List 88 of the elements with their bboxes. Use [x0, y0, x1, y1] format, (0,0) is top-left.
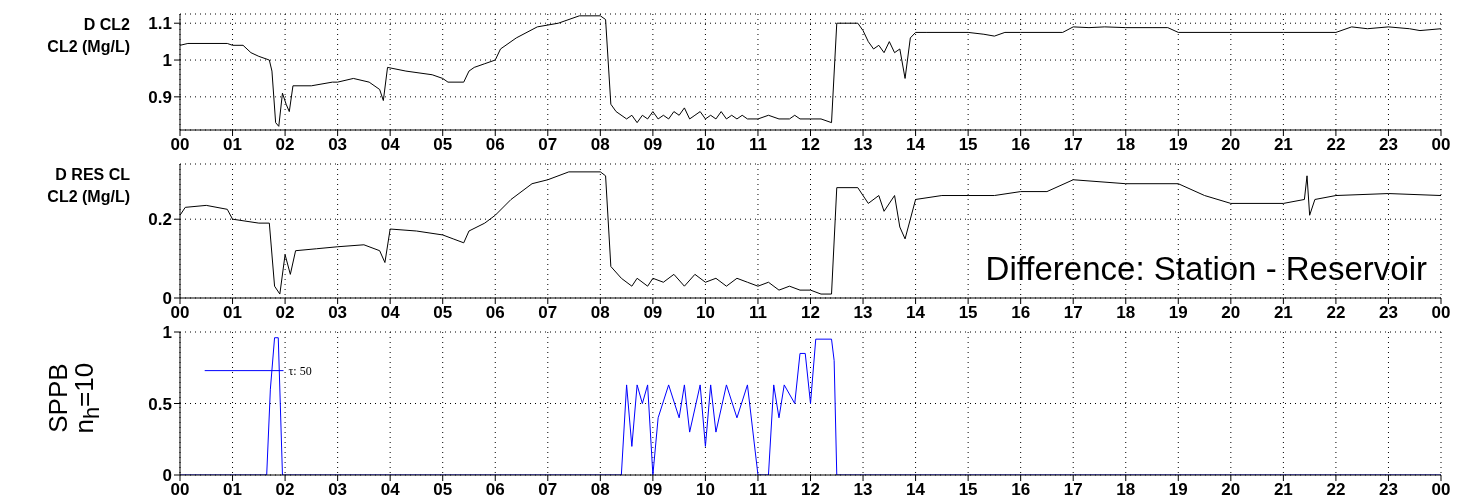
x-tick-label: 00 [1431, 480, 1451, 500]
x-tick-label: 10 [695, 480, 715, 500]
x-tick-label: 06 [485, 135, 505, 155]
x-tick-label: 00 [1431, 303, 1451, 323]
x-tick-label: 15 [958, 303, 978, 323]
x-tick-label: 09 [643, 303, 663, 323]
x-tick-label: 13 [853, 135, 873, 155]
x-tick-label: 17 [1063, 480, 1083, 500]
x-tick-label: 15 [958, 135, 978, 155]
x-tick-label: 21 [1273, 135, 1293, 155]
x-tick-label: 04 [380, 303, 401, 323]
y-tick-label: 0.2 [148, 210, 172, 230]
x-tick-label: 19 [1168, 135, 1188, 155]
x-tick-label: 07 [538, 303, 558, 323]
x-tick-label: 22 [1326, 135, 1346, 155]
x-tick-label: 22 [1326, 303, 1346, 323]
x-tick-label: 18 [1116, 480, 1136, 500]
x-tick-label: 04 [380, 135, 401, 155]
y-tick-label: 0.5 [148, 394, 172, 414]
y-tick-label: 0 [162, 466, 172, 486]
x-tick-label: 12 [801, 480, 820, 500]
x-tick-label: 23 [1379, 303, 1398, 323]
x-tick-label: 03 [328, 303, 348, 323]
x-tick-label: 20 [1221, 135, 1241, 155]
x-tick-label: 06 [485, 303, 505, 323]
x-tick-label: 08 [590, 480, 610, 500]
x-tick-label: 02 [275, 480, 295, 500]
x-tick-label: 21 [1273, 303, 1293, 323]
y-tick-label: 0 [162, 289, 172, 309]
x-tick-label: 00 [170, 135, 190, 155]
x-tick-label: 00 [170, 303, 190, 323]
x-tick-label: 14 [906, 135, 926, 155]
x-tick-label: 14 [906, 303, 926, 323]
x-tick-label: 10 [695, 135, 715, 155]
y-tick-label: 1 [162, 51, 172, 71]
x-tick-label: 11 [748, 135, 767, 155]
x-tick-label: 13 [853, 480, 873, 500]
x-tick-label: 05 [433, 480, 453, 500]
x-tick-label: 16 [1011, 303, 1031, 323]
x-tick-label: 05 [433, 135, 453, 155]
x-tick-label: 08 [590, 135, 610, 155]
x-tick-label: 00 [170, 480, 190, 500]
x-tick-label: 01 [223, 303, 242, 323]
x-tick-label: 18 [1116, 303, 1136, 323]
x-tick-label: 12 [801, 303, 820, 323]
x-tick-label: 15 [958, 480, 978, 500]
x-tick-label: 19 [1168, 480, 1188, 500]
x-tick-label: 02 [275, 303, 295, 323]
x-tick-label: 01 [223, 480, 242, 500]
x-tick-label: 06 [485, 480, 505, 500]
x-tick-label: 11 [748, 480, 767, 500]
x-tick-label: 17 [1063, 135, 1083, 155]
x-tick-label: 14 [906, 480, 926, 500]
x-tick-label: 01 [223, 135, 242, 155]
y-tick-label: 0.9 [148, 87, 172, 107]
y-tick-label: 1 [162, 323, 172, 343]
x-tick-label: 11 [748, 303, 767, 323]
x-tick-label: 03 [328, 480, 348, 500]
x-tick-label: 07 [538, 135, 558, 155]
x-tick-label: 22 [1326, 480, 1346, 500]
x-tick-label: 18 [1116, 135, 1136, 155]
x-tick-label: 16 [1011, 480, 1031, 500]
x-tick-label: 04 [380, 480, 401, 500]
x-tick-label: 09 [643, 135, 663, 155]
x-tick-label: 21 [1273, 480, 1293, 500]
x-tick-label: 00 [1431, 135, 1451, 155]
annotation: τ: 50 [288, 363, 312, 378]
y-tick-label: 1.1 [148, 14, 172, 34]
x-tick-label: 20 [1221, 480, 1241, 500]
x-tick-label: 02 [275, 135, 295, 155]
x-tick-label: 16 [1011, 135, 1031, 155]
x-tick-label: 07 [538, 480, 558, 500]
line-series [180, 15, 1441, 127]
x-tick-label: 13 [853, 303, 873, 323]
y-axis-title: D RES CL CL2 (Mg/L) [46, 165, 130, 207]
annotation: Difference: Station - Reservoir [985, 250, 1427, 288]
x-tick-label: 10 [695, 303, 715, 323]
x-tick-label: 17 [1063, 303, 1083, 323]
x-tick-label: 23 [1379, 480, 1398, 500]
x-tick-label: 09 [643, 480, 663, 500]
x-tick-label: 08 [590, 303, 610, 323]
y-axis-title: D CL2 CL2 (Mg/L) [46, 15, 130, 57]
x-tick-label: 19 [1168, 303, 1188, 323]
x-tick-label: 23 [1379, 135, 1398, 155]
x-tick-label: 12 [801, 135, 820, 155]
x-tick-label: 03 [328, 135, 348, 155]
x-tick-label: 20 [1221, 303, 1241, 323]
x-tick-label: 05 [433, 303, 453, 323]
